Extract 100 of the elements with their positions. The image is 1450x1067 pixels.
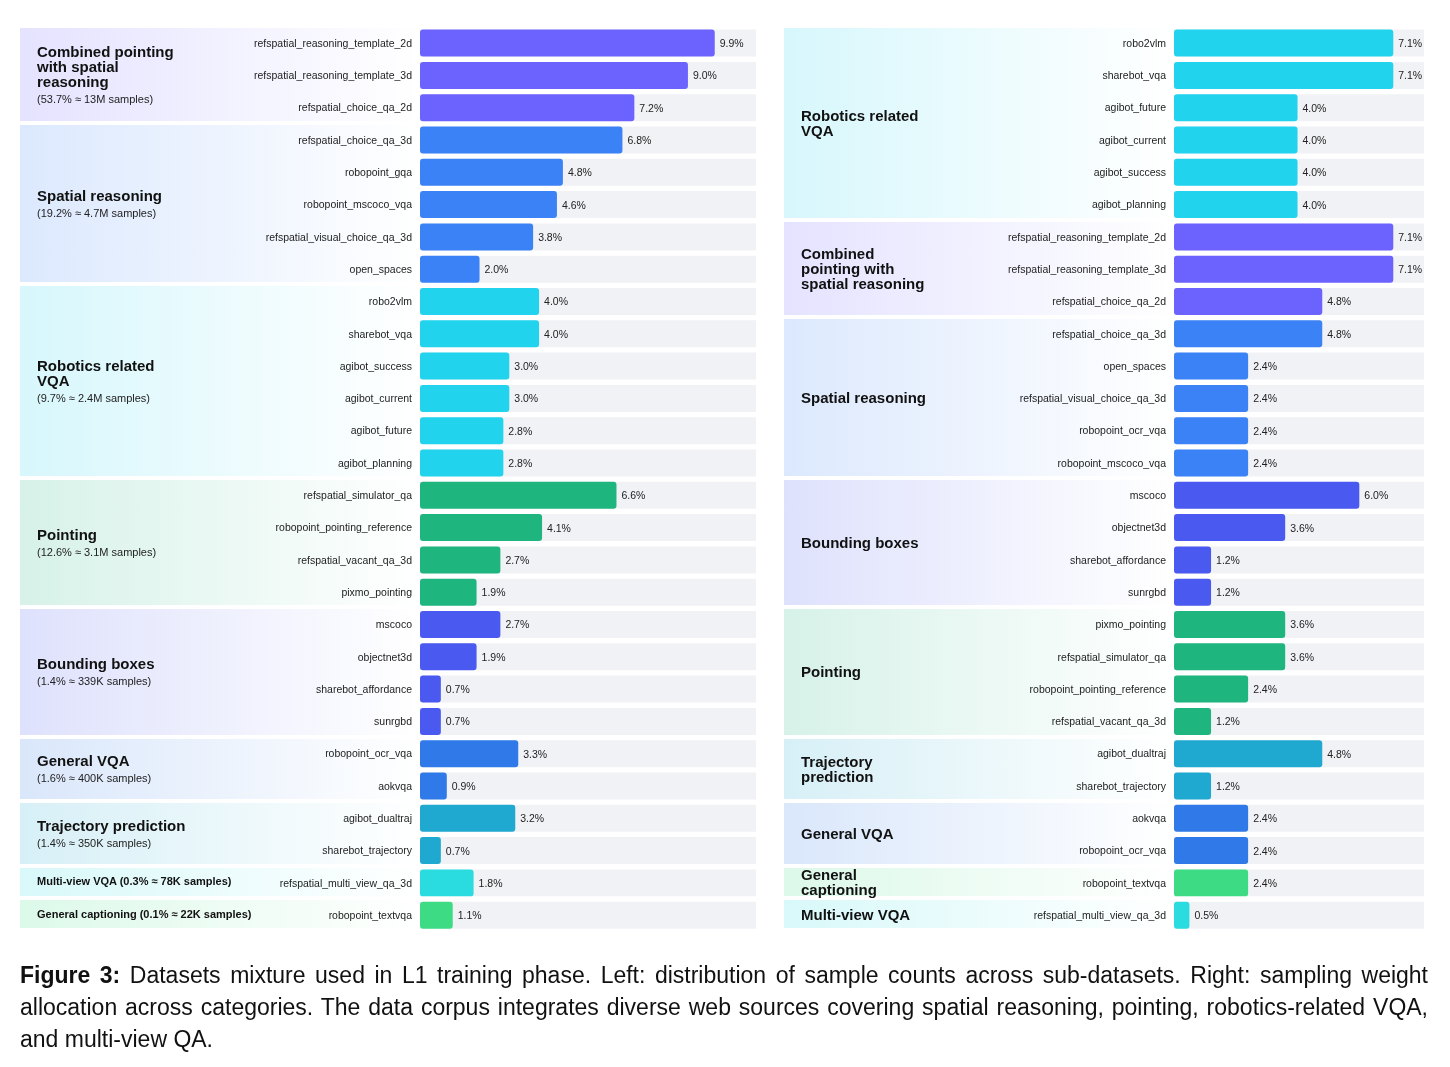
data-label: 0.7% bbox=[445, 845, 470, 857]
data-label: 2.8% bbox=[508, 425, 533, 437]
data-label: 4.0% bbox=[544, 328, 568, 340]
data-label: 2.4% bbox=[1253, 845, 1278, 857]
data-label: 6.8% bbox=[627, 134, 652, 146]
y-tick-label: refspatial_simulator_qa bbox=[1057, 651, 1167, 663]
bar bbox=[420, 804, 516, 832]
bar bbox=[420, 837, 441, 865]
data-label: 4.8% bbox=[1327, 328, 1352, 340]
bar bbox=[1174, 384, 1249, 412]
data-label: 1.9% bbox=[481, 587, 506, 599]
data-label: 4.0% bbox=[544, 296, 568, 308]
y-tick-label: refspatial_visual_choice_qa_3d bbox=[1019, 393, 1167, 405]
y-tick-label: sharebot_vqa bbox=[348, 328, 413, 340]
text: General VQA (1.6% ≈ 400K samples) bbox=[37, 752, 153, 785]
text: Multi-view VQA (0.3% ≈ 78K samples) bbox=[37, 875, 232, 888]
y-tick-label: robopoint_gqa bbox=[344, 167, 413, 179]
bar bbox=[1174, 546, 1212, 574]
y-tick-label: robopoint_ocr_vqa bbox=[325, 748, 413, 760]
data-label: 0.9% bbox=[451, 780, 476, 792]
y-tick-label: mscoco bbox=[375, 619, 413, 631]
y-tick-label: pixmo_pointing bbox=[1095, 619, 1167, 631]
data-label: 2.4% bbox=[1253, 393, 1278, 405]
y-tick-label: refspatial_simulator_qa bbox=[303, 490, 413, 502]
bar bbox=[420, 772, 447, 800]
data-label: 4.0% bbox=[1302, 167, 1327, 179]
data-label: 2.4% bbox=[1253, 457, 1278, 469]
y-tick-label: agibot_dualtraj bbox=[343, 813, 412, 825]
y-tick-label: refspatial_choice_qa_2d bbox=[1052, 296, 1167, 308]
y-tick-label: refspatial_visual_choice_qa_3d bbox=[265, 231, 413, 243]
bar bbox=[1174, 772, 1212, 800]
data-label: 4.1% bbox=[547, 522, 571, 534]
data-label: 2.4% bbox=[1253, 425, 1278, 437]
data-label: 1.2% bbox=[1216, 554, 1240, 566]
text: Robotics related VQA (9.7% ≈ 2.4M samples) bbox=[37, 357, 156, 405]
bar bbox=[420, 255, 480, 283]
data-label: 6.6% bbox=[621, 490, 646, 502]
y-tick-label: sharebot_trajectory bbox=[322, 845, 413, 857]
data-label: 4.6% bbox=[561, 199, 586, 211]
y-tick-label: aokvqa bbox=[378, 780, 413, 792]
bar bbox=[420, 352, 510, 380]
text: Bounding boxes (1.4% ≈ 339K samples) bbox=[37, 655, 156, 688]
data-label: 3.0% bbox=[514, 393, 539, 405]
bar bbox=[1174, 417, 1249, 445]
bar bbox=[1174, 578, 1212, 606]
data-label: 3.8% bbox=[538, 231, 563, 243]
data-label: 9.9% bbox=[719, 38, 744, 50]
y-tick-label: agibot_planning bbox=[337, 457, 413, 469]
y-tick-label: robopoint_textvqa bbox=[1082, 877, 1167, 889]
y-tick-label: sharebot_vqa bbox=[1102, 70, 1167, 82]
data-label: 4.0% bbox=[1302, 199, 1327, 211]
text: General captioning (0.1% ≈ 22K samples) bbox=[37, 907, 253, 921]
data-label: 4.8% bbox=[1327, 748, 1352, 760]
y-tick-label: robopoint_mscoco_vqa bbox=[1057, 457, 1167, 469]
data-label: 7.1% bbox=[1398, 231, 1423, 243]
y-tick-label: robopoint_pointing_reference bbox=[1029, 683, 1167, 695]
y-tick-label: open_spaces bbox=[1103, 360, 1166, 372]
data-label: 0.5% bbox=[1194, 910, 1219, 922]
bar bbox=[1174, 804, 1249, 832]
data-label: 0.7% bbox=[445, 684, 470, 696]
y-tick-label: objectnet3d bbox=[1111, 522, 1167, 534]
data-label: 2.4% bbox=[1253, 813, 1278, 825]
data-label: 3.6% bbox=[1290, 619, 1315, 631]
y-tick-label: robopoint_pointing_reference bbox=[275, 522, 413, 534]
y-tick-label: refspatial_reasoning_template_3d bbox=[254, 70, 413, 82]
data-label: 4.0% bbox=[1302, 134, 1327, 146]
bar bbox=[420, 901, 453, 929]
y-tick-label: refspatial_vacant_qa_3d bbox=[1051, 716, 1167, 728]
y-tick-label: sunrgbd bbox=[1128, 586, 1167, 598]
text: Trajectory prediction (1.4% ≈ 350K samples) bbox=[37, 816, 187, 849]
data-label: 7.1% bbox=[1398, 38, 1423, 50]
y-tick-label: refspatial_reasoning_template_2d bbox=[254, 37, 413, 49]
data-label: 4.0% bbox=[1302, 102, 1327, 114]
bar bbox=[1174, 707, 1212, 735]
data-label: 7.2% bbox=[639, 102, 664, 114]
data-label: 6.0% bbox=[1364, 490, 1389, 502]
data-label: 3.6% bbox=[1290, 522, 1315, 534]
text: Pointing (12.6% ≈ 3.1M samples) bbox=[37, 526, 158, 559]
text: General VQA bbox=[801, 824, 895, 842]
y-tick-label: sunrgbd bbox=[374, 716, 413, 728]
y-tick-label: refspatial_reasoning_template_3d bbox=[1008, 263, 1167, 275]
y-tick-label: agibot_future bbox=[350, 425, 413, 437]
y-tick-label: open_spaces bbox=[349, 263, 412, 275]
data-label: 2.8% bbox=[508, 457, 533, 469]
data-label: 1.8% bbox=[478, 877, 503, 889]
y-tick-label: sharebot_trajectory bbox=[1076, 780, 1167, 792]
y-tick-label: objectnet3d bbox=[357, 651, 413, 663]
data-label: 7.1% bbox=[1398, 70, 1423, 82]
y-tick-label: refspatial_reasoning_template_2d bbox=[1008, 231, 1167, 243]
data-label: 1.2% bbox=[1216, 716, 1240, 728]
y-tick-label: agibot_current bbox=[344, 393, 413, 405]
bar bbox=[420, 869, 474, 897]
data-label: 3.0% bbox=[514, 361, 539, 373]
data-label: 3.2% bbox=[520, 813, 545, 825]
y-tick-label: mscoco bbox=[1129, 490, 1167, 502]
bar bbox=[1174, 449, 1249, 477]
data-label: 2.7% bbox=[505, 554, 530, 566]
text: Multi-view VQA bbox=[801, 905, 912, 923]
bar bbox=[1174, 352, 1249, 380]
text: Spatial reasoning (19.2% ≈ 4.7M samples) bbox=[37, 187, 164, 220]
